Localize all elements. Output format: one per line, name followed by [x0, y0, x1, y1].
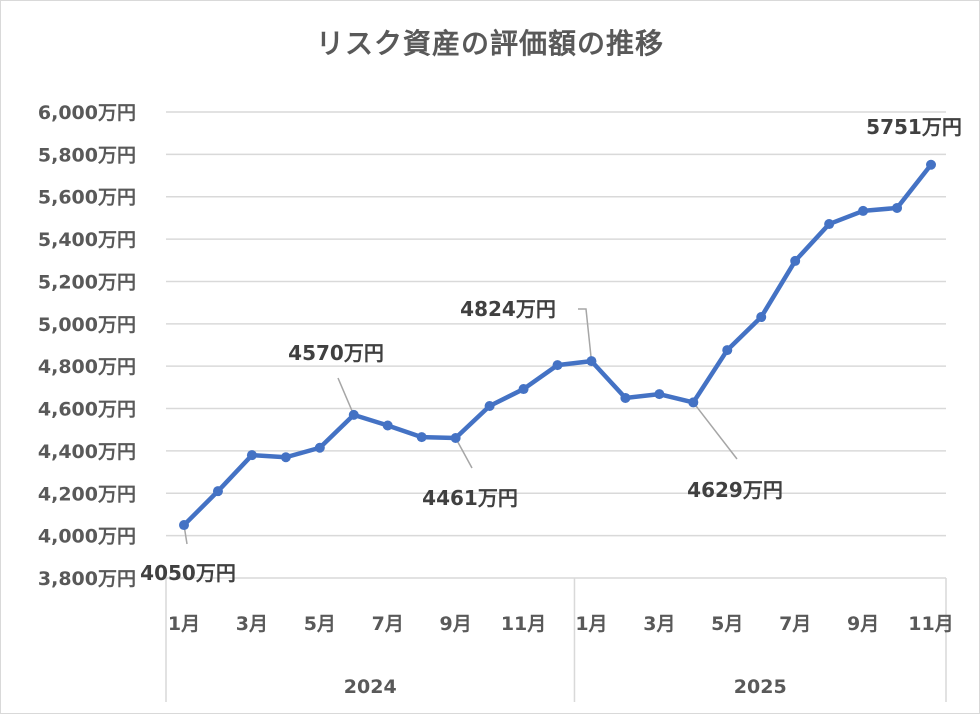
- y-tick-label: 5,800万円: [38, 144, 136, 166]
- y-tick-label: 4,400万円: [38, 441, 136, 463]
- leader-line: [578, 308, 593, 362]
- data-point: [518, 384, 529, 395]
- data-label: 4629万円: [687, 478, 783, 502]
- x-tick-label: 7月: [779, 613, 811, 635]
- data-point: [179, 520, 189, 531]
- data-point: [484, 401, 495, 412]
- data-point: [246, 450, 257, 461]
- leader-line: [692, 401, 738, 460]
- y-tick-label: 4,600万円: [38, 399, 136, 421]
- y-tick-label: 4,800万円: [38, 356, 136, 378]
- x-tick-label: 9月: [440, 613, 472, 635]
- data-point: [926, 159, 936, 170]
- x-tick-label: 7月: [372, 613, 404, 635]
- data-point: [552, 360, 563, 371]
- x-tick-label: 3月: [236, 613, 268, 635]
- data-point: [824, 219, 835, 230]
- y-tick-label: 3,800万円: [38, 568, 136, 590]
- year-label-2024: 2024: [344, 676, 397, 698]
- data-point: [382, 420, 393, 431]
- x-tick-label: 1月: [168, 613, 200, 635]
- leader-line: [454, 437, 473, 469]
- y-tick-label: 4,200万円: [38, 483, 136, 505]
- x-tick-label: 5月: [711, 613, 743, 635]
- data-point: [620, 392, 631, 403]
- data-label: 5751万円: [866, 115, 962, 139]
- x-tick-label: 5月: [304, 613, 336, 635]
- data-label: 4461万円: [422, 486, 518, 510]
- data-point: [654, 389, 665, 400]
- x-tick-label: 3月: [643, 613, 675, 635]
- x-tick-label: 9月: [847, 613, 879, 635]
- y-tick-label: 5,600万円: [38, 187, 136, 209]
- y-tick-label: 5,200万円: [38, 271, 136, 293]
- data-point: [280, 452, 291, 463]
- data-point: [688, 397, 699, 408]
- data-point: [314, 442, 325, 453]
- y-tick-label: 5,400万円: [38, 229, 136, 251]
- data-point: [790, 255, 801, 266]
- x-tick-label: 1月: [575, 613, 607, 635]
- data-label: 4824万円: [460, 297, 556, 321]
- x-tick-label: 11月: [501, 613, 546, 635]
- leader-line: [337, 377, 355, 416]
- y-tick-label: 4,000万円: [38, 526, 136, 548]
- y-tick-label: 5,000万円: [38, 314, 136, 336]
- data-point: [212, 486, 223, 497]
- data-point: [416, 432, 427, 443]
- data-point: [892, 202, 903, 213]
- data-label: 4570万円: [288, 341, 384, 365]
- data-label: 4050万円: [140, 561, 236, 585]
- data-point: [586, 356, 597, 367]
- data-point: [858, 205, 869, 216]
- year-label-2025: 2025: [734, 676, 787, 698]
- y-tick-label: 6,000万円: [38, 102, 136, 124]
- x-tick-label: 11月: [908, 613, 953, 635]
- data-point: [450, 432, 461, 443]
- data-point: [348, 409, 359, 420]
- chart-title: リスク資産の評価額の推移: [315, 27, 664, 60]
- data-point: [722, 345, 733, 356]
- data-point: [756, 312, 767, 323]
